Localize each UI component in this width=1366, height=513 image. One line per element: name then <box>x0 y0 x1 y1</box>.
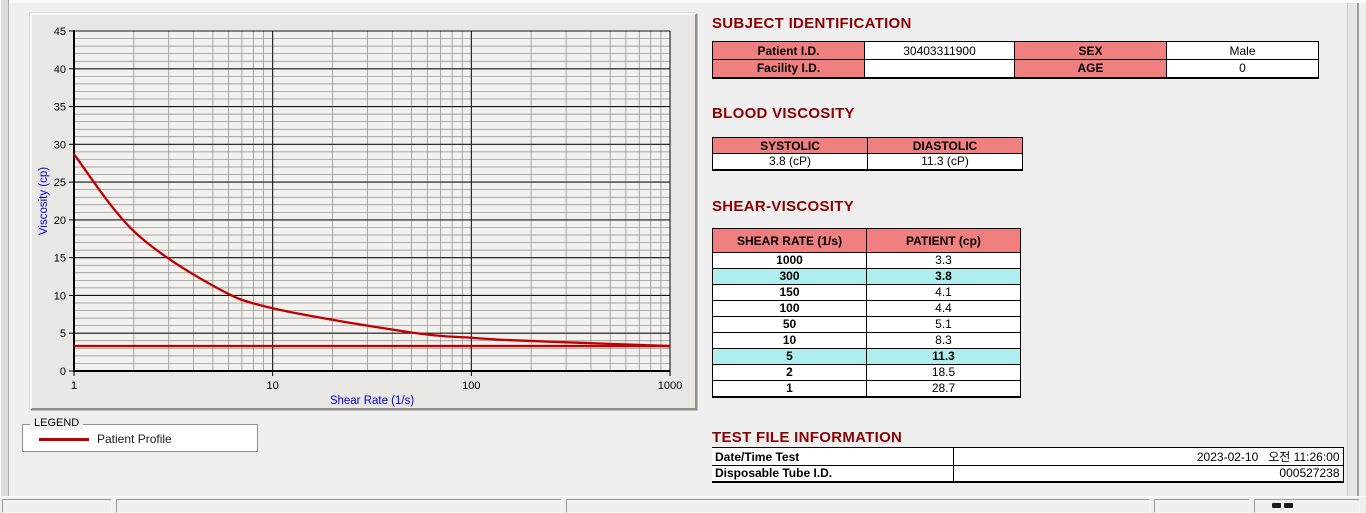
window-left-border <box>0 0 9 508</box>
patient-cp-cell: 11.3 <box>866 348 1021 365</box>
shear-viscosity-row: 300 3.8 <box>712 268 1021 285</box>
status-panel <box>1154 499 1250 513</box>
table-row: 3.8 (cP) 11.3 (cP) <box>712 153 1023 170</box>
shear-viscosity-row: 5 11.3 <box>712 348 1021 365</box>
blood-viscosity-table: SYSTOLIC DIASTOLIC 3.8 (cP) 11.3 (cP) <box>712 137 1023 171</box>
shear-rate-cell: 5 <box>712 348 867 365</box>
shear-viscosity-row: 150 4.1 <box>712 284 1021 301</box>
patient-cp-cell: 3.3 <box>866 252 1021 269</box>
shear-rate-cell: 150 <box>712 284 867 301</box>
shear-viscosity-row: 2 18.5 <box>712 364 1021 381</box>
svg-text:20: 20 <box>54 215 66 227</box>
svg-text:0: 0 <box>60 366 66 378</box>
shear-viscosity-row: 1000 3.3 <box>712 252 1021 269</box>
patient-cp-cell: 8.3 <box>866 332 1021 349</box>
shear-rate-cell: 50 <box>712 316 867 333</box>
table-row: Date/Time Test 2023-02-10 오전 11:26:00 <box>712 447 1344 466</box>
svg-text:45: 45 <box>54 26 66 38</box>
viscosity-chart: 0 5 10 15 20 25 30 35 40 45 1 10 100 1000 Shear Rate (… <box>32 15 695 413</box>
window-top-edge <box>0 0 1366 3</box>
svg-text:10: 10 <box>54 290 66 302</box>
status-panel <box>2 499 112 513</box>
patient-cp-cell: 28.7 <box>866 380 1021 398</box>
shear-viscosity-row: 100 4.4 <box>712 300 1021 317</box>
patient-cp-cell: 4.4 <box>866 300 1021 317</box>
svg-text:1000: 1000 <box>658 380 682 392</box>
patient-cp-cell: 4.1 <box>866 284 1021 301</box>
systolic-value: 3.8 (cP) <box>712 153 868 170</box>
svg-text:Viscosity (cp): Viscosity (cp) <box>38 167 50 235</box>
legend-line-swatch <box>39 438 89 441</box>
status-panel <box>116 499 562 513</box>
status-panel <box>566 499 1150 513</box>
shear-viscosity-row: 1 28.7 <box>712 380 1021 398</box>
svg-text:Shear Rate (1/s): Shear Rate (1/s) <box>330 395 415 407</box>
shear-viscosity-row: 50 5.1 <box>712 316 1021 333</box>
shear-rate-cell: 2 <box>712 364 867 381</box>
diastolic-header: DIASTOLIC <box>867 137 1023 154</box>
date-time-test-value: 2023-02-10 오전 11:26:00 <box>952 447 1344 466</box>
window-right-border <box>1347 3 1359 508</box>
age-value: 0 <box>1166 59 1319 78</box>
shear-rate-header: SHEAR RATE (1/s) <box>712 228 867 253</box>
patient-id-label: Patient I.D. <box>712 41 865 60</box>
shear-viscosity-table: SHEAR RATE (1/s) PATIENT (cp) 1000 3.3 300… <box>712 228 1021 398</box>
table-row: Patient I.D. 30403311900 SEX Male <box>712 41 1319 60</box>
diastolic-value: 11.3 (cP) <box>867 153 1023 170</box>
systolic-header: SYSTOLIC <box>712 137 868 154</box>
shear-viscosity-title: SHEAR-VISCOSITY <box>712 198 855 215</box>
legend-title: LEGEND <box>30 417 84 430</box>
sex-label: SEX <box>1014 41 1167 60</box>
svg-text:25: 25 <box>54 177 66 189</box>
test-file-information-table: Date/Time Test 2023-02-10 오전 11:26:00 Di… <box>712 447 1344 483</box>
patient-cp-header: PATIENT (cp) <box>866 228 1021 253</box>
viscosity-chart-svg: 0 5 10 15 20 25 30 35 40 45 1 10 100 1000 Shear Rate (… <box>38 26 682 407</box>
table-row: Disposable Tube I.D. 000527238 <box>712 465 1344 482</box>
date-time-test-label: Date/Time Test <box>712 447 954 466</box>
test-file-information-title: TEST FILE INFORMATION <box>712 429 903 446</box>
blood-viscosity-title: BLOOD VISCOSITY <box>712 105 855 122</box>
facility-id-label: Facility I.D. <box>712 59 865 78</box>
disposable-tube-id-value: 000527238 <box>952 465 1344 482</box>
age-label: AGE <box>1014 59 1167 78</box>
patient-cp-cell: 18.5 <box>866 364 1021 381</box>
table-row: SHEAR RATE (1/s) PATIENT (cp) <box>712 228 1021 253</box>
patient-cp-cell: 3.8 <box>866 268 1021 285</box>
shear-rate-cell: 1000 <box>712 252 867 269</box>
viscosity-chart-panel: 0 5 10 15 20 25 30 35 40 45 1 10 100 1000 Shear Rate (… <box>30 13 697 410</box>
status-partial-text <box>1272 503 1296 508</box>
patient-id-value: 30403311900 <box>864 41 1015 60</box>
status-panel <box>1254 499 1360 513</box>
legend-entry-label: Patient Profile <box>97 432 172 446</box>
shear-rate-cell: 10 <box>712 332 867 349</box>
sex-value: Male <box>1166 41 1319 60</box>
svg-text:1: 1 <box>71 380 77 392</box>
subject-identification-table: Patient I.D. 30403311900 SEX Male Facili… <box>712 41 1319 79</box>
table-row: SYSTOLIC DIASTOLIC <box>712 137 1023 154</box>
shear-viscosity-row: 10 8.3 <box>712 332 1021 349</box>
table-row: Facility I.D. AGE 0 <box>712 59 1319 78</box>
svg-text:15: 15 <box>54 253 66 265</box>
subject-identification-title: SUBJECT IDENTIFICATION <box>712 15 912 32</box>
svg-text:100: 100 <box>462 380 480 392</box>
svg-text:40: 40 <box>54 64 66 76</box>
svg-text:35: 35 <box>54 102 66 114</box>
legend-box: Patient Profile <box>22 424 258 452</box>
svg-text:10: 10 <box>267 380 279 392</box>
shear-viscosity-tbody: 1000 3.3 300 3.8 150 4.1 100 4.4 50 5.1 10 8.3 5 11.3… <box>712 252 1021 398</box>
patient-cp-cell: 5.1 <box>866 316 1021 333</box>
svg-text:30: 30 <box>54 139 66 151</box>
shear-rate-cell: 300 <box>712 268 867 285</box>
status-bar <box>0 496 1366 513</box>
shear-rate-cell: 1 <box>712 380 867 398</box>
shear-rate-cell: 100 <box>712 300 867 317</box>
disposable-tube-id-label: Disposable Tube I.D. <box>712 465 954 482</box>
facility-id-value <box>864 59 1015 78</box>
svg-text:5: 5 <box>60 328 66 340</box>
